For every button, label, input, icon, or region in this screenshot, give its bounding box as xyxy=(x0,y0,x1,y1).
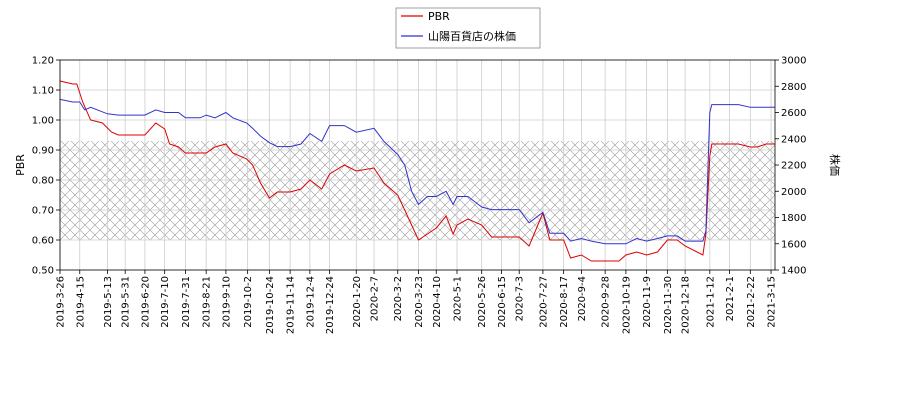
y-tick-label: 0.90 xyxy=(32,146,54,157)
y2-tick-label: 2400 xyxy=(781,134,806,145)
x-tick-label: 2019-10-24 xyxy=(265,276,276,334)
y-tick-label: 0.50 xyxy=(32,266,54,277)
x-tick-label: 2020-5-26 xyxy=(477,276,488,328)
y2-tick-label: 3000 xyxy=(781,56,806,67)
x-tick-label: 2020-9-4 xyxy=(577,276,588,321)
x-tick-label: 2019-9-10 xyxy=(221,276,232,328)
x-tick-label: 2020-7-27 xyxy=(538,276,549,328)
series-lines xyxy=(59,80,775,262)
x-tick-label: 2020-4-10 xyxy=(432,276,443,328)
x-tick-label: 2020-3-2 xyxy=(393,276,404,321)
shaded-band xyxy=(60,141,775,240)
y2-tick-label: 2200 xyxy=(781,161,806,172)
x-tick-label: 2020-1-20 xyxy=(352,276,363,328)
x-tick-label: 2020-6-15 xyxy=(497,276,508,328)
x-tick-label: 2021-1-12 xyxy=(705,276,716,328)
x-tick-label: 2020-11-30 xyxy=(663,276,674,334)
x-tick-label: 2019-5-13 xyxy=(103,276,114,328)
plot-frame xyxy=(59,59,776,271)
x-tick-label: 2020-12-18 xyxy=(681,276,692,334)
legend-label: PBR xyxy=(428,10,450,23)
x-tick-label: 2020-8-17 xyxy=(559,276,570,328)
x-tick-label: 2019-7-10 xyxy=(160,276,171,328)
x-tick-label: 2019-10-2 xyxy=(243,276,254,328)
y-axis-title: PBR xyxy=(14,154,27,176)
axes: 0.50 0.60 0.70 0.80 0.90 1.00 1.10 1.20 1400 1600… xyxy=(14,56,842,335)
x-tick-label: 2019-7-31 xyxy=(181,276,192,328)
x-tick-label: 2019-11-14 xyxy=(286,276,297,334)
y-tick-label: 0.60 xyxy=(32,236,54,247)
y2-tick-label: 2000 xyxy=(781,187,806,198)
x-tick-label: 2020-10-19 xyxy=(621,276,632,334)
y-tick-label: 1.00 xyxy=(32,116,54,127)
shaded-band-rect xyxy=(60,141,775,240)
x-tick-label: 2019-5-31 xyxy=(121,276,132,328)
y-tick-label: 1.20 xyxy=(32,56,54,67)
y2-tick-label: 1600 xyxy=(781,239,806,250)
x-tick-label: 2020-11-9 xyxy=(642,276,653,328)
x-tick-label: 2019-6-20 xyxy=(140,276,151,328)
y-tick-label: 0.80 xyxy=(32,176,54,187)
x-tick-label: 2021-2-22 xyxy=(746,276,757,328)
x-tick-label: 2019-12-4 xyxy=(305,276,316,328)
x-tick-label: 2020-7-3 xyxy=(515,276,526,321)
legend-label: 山陽百貨店の株価 xyxy=(428,29,516,43)
x-tick-label: 2019-8-21 xyxy=(202,276,213,328)
y-tick-label: 0.70 xyxy=(32,206,54,217)
series-line-stock-price xyxy=(59,98,775,245)
series-line-pbr xyxy=(59,80,775,262)
legend: PBR 山陽百貨店の株価 xyxy=(395,7,541,49)
x-tick-label: 2020-5-1 xyxy=(453,276,464,321)
x-tick-label: 2019-3-26 xyxy=(56,276,67,328)
y2-tick-label: 2800 xyxy=(781,82,806,93)
y-tick-label: 1.10 xyxy=(32,86,54,97)
y2-tick-label: 1800 xyxy=(781,213,806,224)
y2-axis-title: 株価 xyxy=(828,154,842,176)
x-tick-label: 2021-2-1 xyxy=(725,276,736,321)
x-tick-label: 2019-4-15 xyxy=(75,276,86,328)
legend-box xyxy=(395,7,541,49)
y2-tick-label: 1400 xyxy=(781,266,806,277)
y2-tick-label: 2600 xyxy=(781,108,806,119)
x-tick-label: 2020-2-7 xyxy=(370,276,381,321)
x-tick-label: 2020-9-28 xyxy=(601,276,612,328)
x-tick-label: 2020-3-23 xyxy=(414,276,425,328)
x-tick-label: 2019-12-24 xyxy=(325,276,336,334)
x-tick-label: 2021-3-15 xyxy=(767,276,778,328)
